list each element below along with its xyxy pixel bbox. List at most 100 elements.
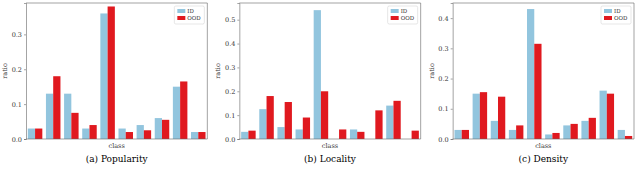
bar — [412, 131, 419, 139]
bar — [625, 136, 632, 139]
y-tick-label: 0.0 — [225, 136, 235, 144]
frame-line — [634, 3, 635, 139]
y-axis-title: ratio — [1, 63, 9, 79]
bar — [35, 129, 42, 139]
y-tick-label: 0.2 — [12, 66, 22, 74]
bar — [118, 129, 125, 139]
y-tick-mark — [451, 139, 453, 140]
y-tick: 0.0 — [225, 136, 239, 144]
y-tick-mark — [237, 67, 239, 68]
legend-label: ID — [401, 8, 408, 14]
bar — [589, 118, 596, 139]
bar — [180, 81, 187, 139]
y-tick-label: 0.0 — [12, 136, 22, 144]
y-tick: 0.3 — [12, 31, 26, 39]
bar — [480, 92, 487, 139]
y-tick-label: 0.1 — [225, 112, 235, 120]
bar — [303, 118, 310, 139]
y-tick: 0.3 — [225, 64, 239, 72]
bar — [100, 13, 107, 139]
bar — [137, 125, 144, 139]
bar — [454, 130, 461, 139]
bar — [350, 129, 357, 139]
y-axis: 0.0 0.1 0.2 0.3 — [12, 4, 27, 144]
y-tick-mark — [451, 48, 453, 49]
y-tick-label: 0.4 — [225, 40, 235, 48]
frame-line — [453, 139, 634, 140]
frame — [239, 3, 420, 139]
chart-title: (a) Popularity — [86, 154, 149, 164]
bar — [53, 76, 60, 139]
y-tick: 0.0 — [438, 136, 452, 144]
y-axis-title: ratio — [214, 63, 222, 79]
bar — [314, 10, 321, 139]
chart-title: (c) Density — [519, 154, 569, 164]
y-axis-line — [24, 4, 27, 140]
legend-swatch — [391, 9, 399, 13]
bar — [527, 9, 534, 139]
panel: 0.0 0.1 0.2 0.3 class ratio (a) Popularity IDOO… — [1, 3, 207, 164]
bars — [454, 9, 632, 139]
y-tick-label: 0.3 — [12, 31, 22, 39]
bar — [191, 132, 198, 139]
bar — [321, 91, 328, 139]
y-tick: 0.0 — [12, 136, 26, 144]
y-tick: 0.5 — [225, 16, 239, 24]
bar — [545, 134, 552, 139]
bar — [563, 125, 570, 139]
chart-title: (b) Locality — [304, 154, 357, 164]
bar — [386, 106, 393, 139]
y-tick-label: 0.1 — [438, 105, 448, 113]
y-tick: 0.4 — [438, 15, 452, 23]
y-axis-line — [237, 4, 240, 140]
x-axis-title: class — [322, 142, 338, 150]
bar — [259, 109, 266, 139]
y-tick-mark — [237, 20, 239, 21]
bar — [267, 96, 274, 139]
x-axis-title: class — [535, 142, 551, 150]
panel: 0.0 0.1 0.2 0.3 0.4 0.5 class ratio (b) Locality… — [214, 3, 420, 164]
bar — [473, 94, 480, 139]
bar — [155, 118, 162, 139]
bar — [173, 87, 180, 139]
y-tick-label: 0.3 — [225, 64, 235, 72]
legend-swatch — [604, 16, 612, 20]
bar — [46, 94, 53, 139]
frame-line — [239, 3, 420, 4]
frame-line — [239, 139, 420, 140]
frame-line — [453, 3, 634, 4]
y-axis-title: ratio — [428, 63, 436, 79]
y-axis: 0.00.10.20.30.4 — [438, 4, 453, 144]
x-axis-title: class — [109, 142, 125, 150]
y-tick-mark — [24, 34, 26, 35]
bar — [509, 130, 516, 139]
bar — [498, 97, 505, 139]
legend: IDOOD — [174, 6, 204, 24]
bar — [285, 102, 292, 139]
bar — [462, 130, 469, 139]
y-tick-label: 0.2 — [225, 88, 235, 96]
y-tick-mark — [451, 109, 453, 110]
legend: IDOOD — [601, 6, 631, 24]
frame-line — [207, 3, 208, 139]
y-tick-label: 0.5 — [225, 16, 235, 24]
y-tick-label: 0.0 — [438, 136, 448, 144]
y-tick-mark — [24, 139, 26, 140]
figure: 0.0 0.1 0.2 0.3 class ratio (a) Popularity IDOO… — [0, 0, 640, 169]
y-tick-label: 0.1 — [12, 101, 22, 109]
bar — [277, 127, 284, 139]
frame — [453, 3, 634, 139]
bar — [581, 121, 588, 139]
bars — [28, 6, 206, 139]
bar — [241, 132, 248, 139]
y-tick: 0.1 — [225, 112, 239, 120]
bar — [89, 125, 96, 139]
legend-box — [388, 6, 418, 24]
y-tick-label: 0.3 — [438, 45, 448, 53]
y-tick-label: 0.4 — [438, 15, 448, 23]
frame-line — [26, 3, 207, 4]
y-axis-line — [451, 4, 454, 140]
bar — [491, 121, 498, 139]
bar — [393, 101, 400, 139]
y-tick: 0.3 — [438, 45, 452, 53]
